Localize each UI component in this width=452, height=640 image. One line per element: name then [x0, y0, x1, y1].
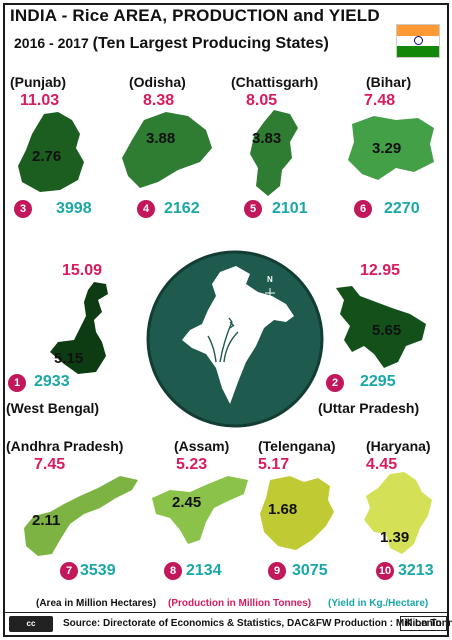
- yield-west-bengal: 2933: [34, 373, 70, 390]
- area-west-bengal: 5.15: [54, 350, 84, 367]
- production-punjab: 11.03: [20, 92, 60, 109]
- legend-production: (Production in Million Tonnes): [168, 598, 312, 609]
- state-name-odisha: (Odisha): [129, 74, 186, 90]
- production-chattisgarh: 8.05: [246, 92, 278, 109]
- legend-yield: (Yield in Kg./Hectare): [328, 598, 429, 609]
- rank-badge-chattisgarh: 5: [244, 200, 262, 218]
- yield-bihar: 2270: [384, 200, 420, 217]
- page-title: INDIA - Rice AREA, PRODUCTION and YIELD: [10, 6, 380, 25]
- footer: cc Source: Directorate of Economics & St…: [5, 612, 452, 634]
- area-telengana: 1.68: [268, 501, 298, 518]
- yield-chattisgarh: 2101: [272, 200, 308, 217]
- production-telengana: 5.17: [258, 456, 290, 473]
- compass-north-label: N: [267, 275, 273, 284]
- yield-uttar-pradesh: 2295: [360, 373, 396, 390]
- poster-frame: [3, 3, 449, 637]
- rank-badge-bihar: 6: [354, 200, 372, 218]
- production-andhra-pradesh: 7.45: [34, 456, 66, 473]
- production-west-bengal: 15.09: [62, 262, 103, 279]
- production-uttar-pradesh: 12.95: [360, 262, 401, 279]
- source-note: Source: Directorate of Economics & Stati…: [63, 618, 452, 629]
- india-flag-icon: [396, 24, 440, 58]
- punjab-map-icon: [18, 112, 84, 192]
- haryana-map-icon: [364, 472, 432, 554]
- yield-punjab: 3998: [56, 200, 92, 217]
- assam-map-icon: [152, 476, 248, 544]
- state-name-andhra-pradesh: (Andhra Pradesh): [6, 438, 124, 454]
- state-name-chattisgarh: (Chattisgarh): [231, 74, 319, 90]
- uttar-pradesh-map-icon: [336, 286, 426, 368]
- bihar-map-icon: [348, 116, 434, 180]
- creative-commons-icon: cc: [9, 616, 53, 632]
- production-haryana: 4.45: [366, 456, 398, 473]
- rank-badge-west-bengal: 1: [8, 374, 26, 392]
- rice-plant-icon: [207, 317, 239, 363]
- page-subtitle: 2016 - 2017 (Ten Largest Producing State…: [14, 35, 329, 53]
- area-uttar-pradesh: 5.65: [372, 322, 402, 339]
- rank-badge-haryana: 10: [376, 562, 394, 580]
- area-andhra-pradesh: 2.11: [32, 512, 61, 529]
- rank-badge-andhra-pradesh: 7: [60, 562, 78, 580]
- yield-haryana: 3213: [398, 562, 434, 579]
- subtitle-years: 2016 - 2017: [14, 35, 89, 51]
- state-name-west-bengal: (West Bengal): [6, 400, 100, 416]
- subtitle-description: (Ten Largest Producing States): [92, 35, 329, 52]
- area-assam: 2.45: [172, 494, 202, 511]
- rank-badge-odisha: 4: [137, 200, 155, 218]
- state-name-haryana: (Haryana): [366, 438, 431, 454]
- area-punjab: 2.76: [32, 148, 62, 165]
- telengana-map-icon: [260, 476, 334, 550]
- compass-icon: [265, 288, 275, 298]
- yield-odisha: 2162: [164, 200, 200, 217]
- rank-badge-uttar-pradesh: 2: [326, 374, 344, 392]
- rank-badge-punjab: 3: [14, 200, 32, 218]
- india-map-circle: N: [146, 250, 324, 428]
- production-bihar: 7.48: [364, 92, 396, 109]
- area-bihar: 3.29: [372, 140, 402, 157]
- state-name-punjab: (Punjab): [10, 74, 66, 90]
- yield-telengana: 3075: [292, 562, 328, 579]
- legend-area: (Area in Million Hectares): [36, 598, 157, 609]
- state-name-uttar-pradesh: (Uttar Pradesh): [318, 400, 420, 416]
- yield-assam: 2134: [186, 562, 222, 579]
- rank-badge-telengana: 9: [268, 562, 286, 580]
- author-tag: K Lenin: [400, 616, 447, 631]
- chattisgarh-map-icon: [250, 110, 298, 196]
- rank-badge-assam: 8: [164, 562, 182, 580]
- state-name-telengana: (Telengana): [258, 438, 336, 454]
- area-odisha: 3.88: [146, 130, 176, 147]
- yield-andhra-pradesh: 3539: [80, 562, 116, 579]
- state-name-bihar: (Bihar): [366, 74, 412, 90]
- production-assam: 5.23: [176, 456, 208, 473]
- odisha-map-icon: [122, 112, 212, 188]
- andhra-pradesh-map-icon: [24, 476, 138, 556]
- area-chattisgarh: 3.83: [252, 130, 282, 147]
- west-bengal-map-icon: [50, 282, 108, 374]
- area-haryana: 1.39: [380, 529, 410, 546]
- state-name-assam: (Assam): [174, 438, 230, 454]
- production-odisha: 8.38: [143, 92, 175, 109]
